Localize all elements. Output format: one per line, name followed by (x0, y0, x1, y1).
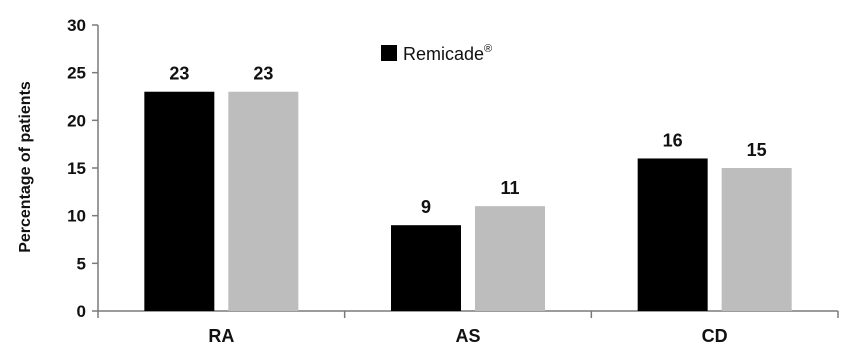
data-label: 11 (500, 178, 519, 198)
bar-series-2-cd (721, 168, 792, 311)
data-label: 15 (747, 140, 767, 160)
legend-label-remicade: Remicade® (403, 43, 492, 64)
y-tick-label: 25 (67, 64, 86, 83)
x-axis: RA AS CD (97, 310, 839, 346)
y-tick-label: 5 (77, 254, 86, 273)
y-axis-label: Percentage of patients (17, 81, 34, 253)
x-category-label: RA (208, 326, 234, 346)
data-labels: 23 9 16 23 11 15 (169, 64, 766, 217)
legend-label-text: Remicade (403, 44, 484, 64)
data-label: 16 (663, 130, 683, 150)
y-axis: 0 5 10 15 20 25 30 (67, 16, 99, 321)
bar-series-1-cd (637, 158, 708, 311)
legend: Remicade® (381, 43, 492, 64)
bar-series-1-as (391, 225, 461, 311)
data-label: 23 (169, 64, 189, 84)
data-label: 23 (253, 64, 273, 84)
y-tick-label: 30 (67, 16, 86, 35)
y-tick-label: 20 (67, 111, 86, 130)
y-tick-label: 0 (77, 302, 86, 321)
bars (144, 91, 792, 311)
data-label: 9 (421, 197, 431, 217)
legend-swatch-remicade (381, 45, 397, 61)
x-category-label: AS (455, 326, 480, 346)
bar-series-2-as (475, 206, 545, 311)
bar-series-2-ra (228, 91, 299, 311)
y-tick-label: 10 (67, 207, 86, 226)
x-category-label: CD (702, 326, 728, 346)
y-tick-label: 15 (67, 159, 86, 178)
bar-series-1-ra (144, 91, 215, 311)
legend-label-superscript: ® (484, 43, 492, 55)
